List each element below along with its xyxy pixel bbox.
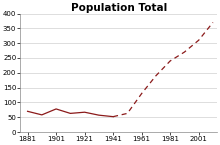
Title: Population Total: Population Total <box>71 3 167 13</box>
